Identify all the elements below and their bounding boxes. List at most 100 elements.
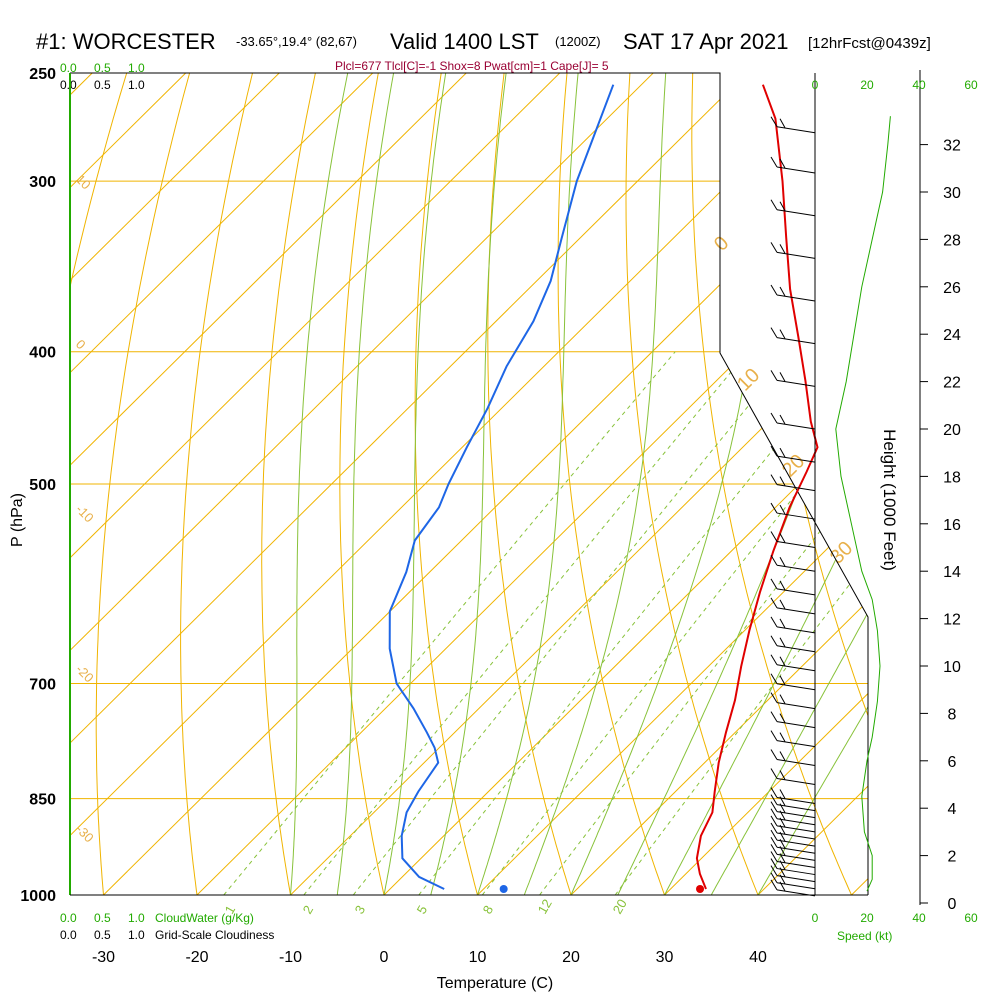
wind-barb-flag	[770, 370, 778, 381]
top-black-tick-2: 1.0	[128, 78, 145, 92]
wind-barb-flag	[770, 808, 778, 820]
wind-speed-line	[835, 116, 891, 892]
wind-barb	[770, 730, 816, 748]
bottom-green-tick-0: 0.0	[60, 911, 77, 925]
wind-barb-flag	[770, 156, 778, 168]
top-green-tick-1: 0.5	[94, 61, 111, 75]
wind-barb-shaft	[776, 607, 816, 615]
plot-frame	[70, 72, 869, 895]
pressure-tick-label: 250	[29, 66, 56, 83]
mixing-ratio-line	[303, 351, 749, 895]
station-location: -33.65°,19.4° (82,67)	[236, 34, 357, 49]
bottom-scale: 0.0 0.5 1.0 CloudWater (g/Kg) 0.0 0.5 1.…	[60, 911, 892, 943]
wind-barb-shaft	[776, 512, 816, 520]
wind-barb-shaft	[776, 853, 816, 861]
wind-barb-shaft	[776, 818, 816, 826]
height-tick-label: 2	[948, 849, 957, 866]
wind-barb-flag	[770, 616, 778, 628]
pressure-tick-label: 1000	[20, 888, 56, 905]
dry-adiabat-line	[487, 73, 572, 895]
moist-adiabat-line	[430, 73, 507, 895]
pressure-tick-label: 500	[29, 477, 56, 494]
wind-barb-flag	[770, 692, 778, 703]
wind-barb-flag	[770, 768, 778, 779]
wind-barb-flag	[779, 637, 786, 648]
temperature-tick-label: 30	[656, 949, 674, 966]
wind-barb-flag	[770, 815, 778, 827]
pressure-tick-label: 300	[29, 174, 56, 191]
moist-adiabat-line	[477, 73, 579, 895]
wind-barb-flag	[770, 327, 778, 338]
wind-barb-shaft	[776, 588, 816, 596]
wind-barb	[770, 711, 816, 729]
wind-barb	[770, 370, 816, 387]
temperature-tick-label: -30	[92, 949, 115, 966]
surface-dewpoint-dot	[499, 885, 508, 893]
mixing-ratio-label: 3	[352, 903, 369, 917]
speed-axis-title: Speed (kt)	[837, 929, 892, 943]
temperature-tick-label: 40	[749, 949, 767, 966]
mixing-ratio-line	[614, 351, 868, 895]
wind-barb-flag	[779, 694, 786, 704]
isotherm-line	[70, 73, 654, 895]
isotherm-line	[757, 73, 868, 895]
wind-barb-shaft	[776, 721, 816, 729]
wind-barb-flag	[770, 199, 778, 210]
cloudwater-label: CloudWater (g/Kg)	[155, 911, 254, 925]
wind-barb-flag	[770, 116, 778, 128]
wind-barb-flag	[779, 599, 786, 610]
isotherm-label: 0	[73, 337, 89, 353]
isotherm-line	[70, 73, 374, 895]
sounding-parameters: Plcl=677 Tlcl[C]=-1 Shox=8 Pwat[cm]=1 Ca…	[335, 59, 609, 73]
surface-temperature-dot	[696, 885, 705, 893]
wind-barb-shaft	[776, 702, 816, 710]
wind-barb-flag	[779, 656, 786, 666]
dry-adiabat-line	[261, 73, 316, 895]
wind-barb-flag	[770, 502, 778, 514]
wind-barb-shaft	[776, 889, 816, 897]
temperature-line	[695, 84, 819, 890]
height-tick-label: 6	[948, 754, 957, 771]
wind-barb-flag	[770, 858, 778, 869]
wind-barb-flag	[779, 329, 786, 339]
wind-barb-shaft	[776, 811, 816, 819]
wind-barb-shaft	[776, 683, 816, 691]
wind-barb	[770, 502, 816, 520]
mixing-ratio-label: 5	[414, 903, 431, 917]
wind-barb-flag	[770, 787, 778, 798]
wind-barb-flag	[779, 580, 786, 591]
moist-adiabat-line	[757, 73, 868, 895]
wind-barb-flag	[779, 770, 786, 780]
wind-barb	[770, 692, 816, 710]
wind-barb-flag	[770, 794, 778, 805]
wind-barb-shaft	[776, 484, 816, 492]
wind-barb-flag	[770, 284, 778, 296]
wind-barb-flag	[770, 673, 778, 684]
wind-barb-flag	[770, 654, 778, 665]
wind-barb	[770, 654, 816, 672]
wind-barb	[770, 787, 816, 804]
wind-barb-shaft	[776, 846, 816, 854]
cloudiness-label: Grid-Scale Cloudiness	[155, 928, 274, 942]
top-black-tick-1: 0.5	[94, 78, 111, 92]
wind-barb-flag	[770, 242, 778, 253]
height-tick-label: 16	[943, 517, 961, 534]
wind-barb-flag	[779, 789, 786, 799]
dry-adiabat-label: 10	[733, 364, 764, 395]
moist-adiabat-line	[664, 73, 868, 895]
wind-barb-shaft	[776, 251, 816, 259]
temperature-tick-label: 20	[562, 949, 580, 966]
wind-barb-shaft	[776, 645, 816, 653]
mixing-ratio-label: 8	[480, 903, 497, 917]
wind-barb-flag	[779, 201, 786, 211]
dry-adiabat-line	[95, 73, 191, 895]
wind-barb	[770, 768, 816, 785]
wind-barb-flag	[770, 445, 778, 457]
bottom-black-tick-1: 0.5	[94, 928, 111, 942]
wind-barb-shaft	[776, 564, 816, 572]
wind-barb-flag	[770, 879, 778, 891]
wind-barb-shaft	[776, 455, 816, 463]
speed-top-tick-label: 20	[860, 78, 874, 92]
